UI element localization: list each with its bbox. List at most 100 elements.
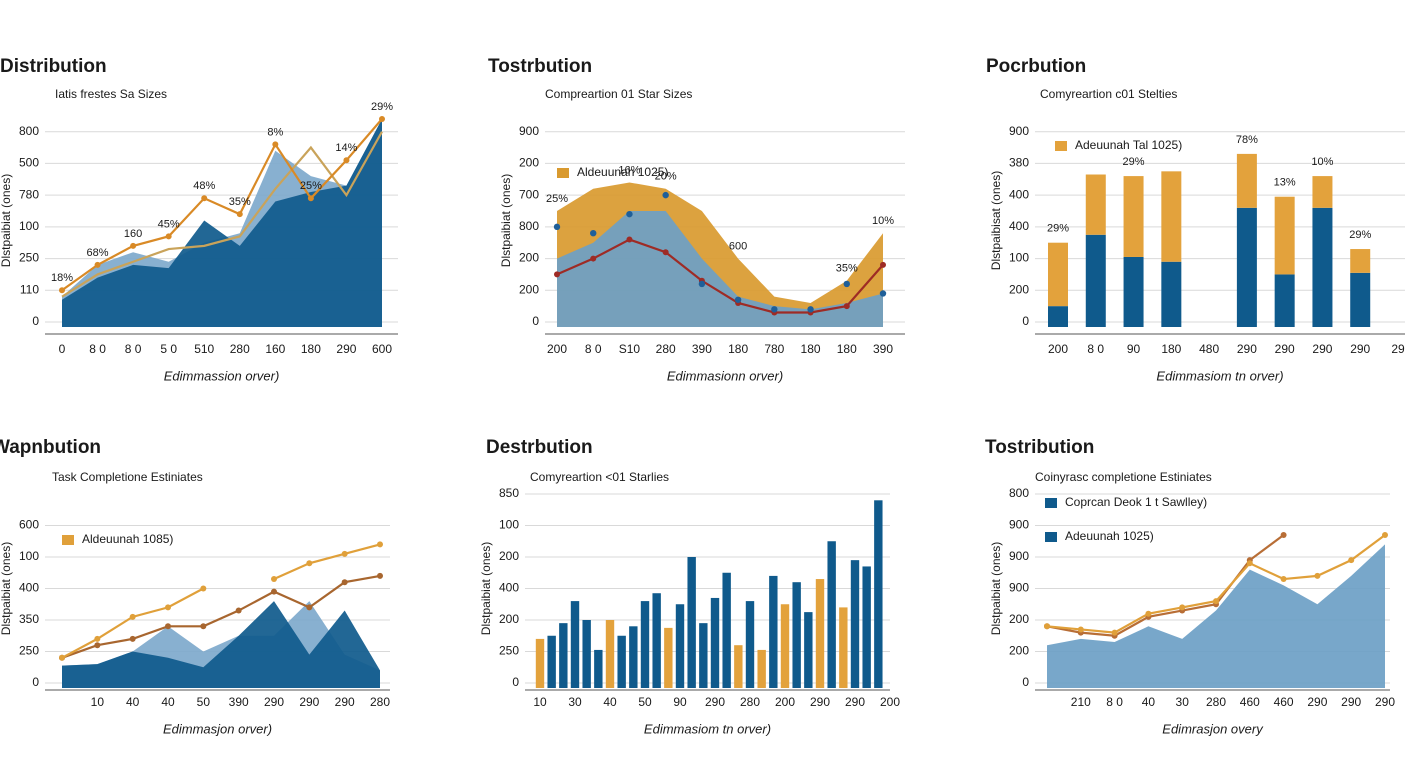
x-axis-label: Edimrasjon overy [1162, 721, 1264, 736]
marker [236, 211, 243, 218]
x-tick-label: 390 [692, 342, 712, 356]
chart-title: Destrbution [486, 437, 593, 458]
x-tick-label: 280 [230, 342, 250, 356]
bar [1312, 207, 1333, 327]
x-tick-label: 10 [533, 695, 547, 709]
y-tick-label: 0 [512, 675, 519, 689]
bar [675, 604, 685, 688]
x-tick-label: 290 [299, 695, 319, 709]
y-tick-label: 400 [1009, 219, 1029, 233]
y-tick-label: 0 [32, 675, 39, 689]
y-tick-label: 200 [1009, 644, 1029, 658]
x-tick-label: 460 [1240, 695, 1260, 709]
bar [640, 601, 650, 688]
chart-panel: Wapnbution Task Completione Estiniates Dls… [0, 437, 390, 736]
x-axis-label: Edimmasjon orver) [163, 721, 272, 736]
area [1047, 544, 1385, 688]
x-tick-label: 50 [638, 695, 652, 709]
x-tick-label: 290 [264, 695, 284, 709]
marker [880, 261, 886, 268]
bar [629, 626, 638, 688]
value-label: 16% [618, 164, 640, 176]
y-tick-label: 200 [519, 156, 539, 170]
marker [1213, 598, 1219, 605]
bar [1085, 234, 1106, 327]
dot [662, 191, 669, 199]
x-tick-label: 290 [810, 695, 830, 709]
marker [165, 233, 172, 240]
x-tick-label: 280 [1206, 695, 1226, 709]
value-label: 18% [51, 272, 73, 284]
y-axis-label: Dlstpaibiat (ones) [0, 174, 13, 267]
x-axis-label: Edimmasionn orver) [667, 368, 783, 383]
marker [306, 604, 313, 611]
y-tick-label: 0 [32, 314, 39, 328]
bar [780, 604, 790, 688]
value-label: 68% [87, 247, 109, 259]
chart-title: Tostrbution [488, 56, 592, 77]
chart-title: Pocrbution [986, 56, 1086, 77]
y-tick-label: 100 [499, 518, 519, 532]
legend-label: Adeuunah Tal 1025) [1075, 138, 1182, 152]
x-tick-label: 280 [740, 695, 760, 709]
marker [1145, 610, 1152, 617]
value-label: 29% [1047, 223, 1069, 235]
y-tick-label: 500 [19, 156, 39, 170]
x-tick-label: 510 [194, 342, 214, 356]
y-tick-label: 800 [519, 219, 539, 233]
x-tick-label: 200 [880, 695, 900, 709]
x-tick-label: 390 [229, 695, 249, 709]
y-tick-label: 780 [19, 187, 39, 201]
bar [769, 575, 778, 688]
bar [874, 500, 883, 688]
line [61, 118, 383, 292]
y-tick-label: 380 [1009, 156, 1029, 170]
legend-label: Aldeuunah 1085) [82, 532, 173, 546]
chart-panel: Pocrbution Comyreartion c01 Stelties Dlstp… [986, 56, 1405, 383]
marker [377, 572, 383, 579]
marker [129, 635, 136, 642]
legend-swatch [1055, 141, 1067, 151]
x-tick-label: 40 [603, 695, 617, 709]
marker [59, 654, 65, 661]
bar [652, 593, 661, 688]
bar [1274, 196, 1295, 275]
bar [1350, 272, 1371, 327]
x-tick-label: 90 [1127, 342, 1141, 356]
x-tick-label: 8 0 [1106, 695, 1123, 709]
x-tick-label: 8 0 [125, 342, 142, 356]
x-tick-label: 460 [1274, 695, 1294, 709]
bar [804, 612, 813, 688]
value-label: 10% [1311, 156, 1333, 168]
line [1046, 534, 1285, 637]
x-tick-label: 480 [1199, 342, 1219, 356]
chart-panel: Tostrbution Compreartion 01 Star Sizes Dls… [488, 56, 905, 383]
legend-swatch [1045, 498, 1057, 508]
x-tick-label: 290 [1312, 342, 1332, 356]
x-tick-label: S10 [619, 342, 641, 356]
line [61, 131, 383, 298]
x-tick-label: 780 [764, 342, 784, 356]
x-tick-label: 8 0 [585, 342, 602, 356]
bar [1236, 153, 1257, 208]
marker [59, 287, 65, 294]
bar [792, 582, 801, 688]
marker [307, 195, 314, 202]
x-tick-label: 180 [801, 342, 821, 356]
bar [745, 601, 755, 688]
y-tick-label: 900 [1009, 518, 1029, 532]
value-label: 600 [729, 240, 747, 252]
legend-swatch [1045, 532, 1057, 542]
x-tick-label: 390 [873, 342, 893, 356]
x-tick-label: 200 [547, 342, 567, 356]
y-tick-label: 250 [19, 644, 39, 658]
marker [1280, 531, 1287, 538]
value-label: 29% [1123, 156, 1145, 168]
value-label: 25% [300, 180, 322, 192]
bar [862, 566, 871, 688]
y-tick-label: 800 [1009, 486, 1029, 500]
bar [722, 572, 731, 688]
bar [734, 645, 743, 688]
bar [1123, 256, 1144, 327]
value-label: 10% [872, 215, 894, 227]
